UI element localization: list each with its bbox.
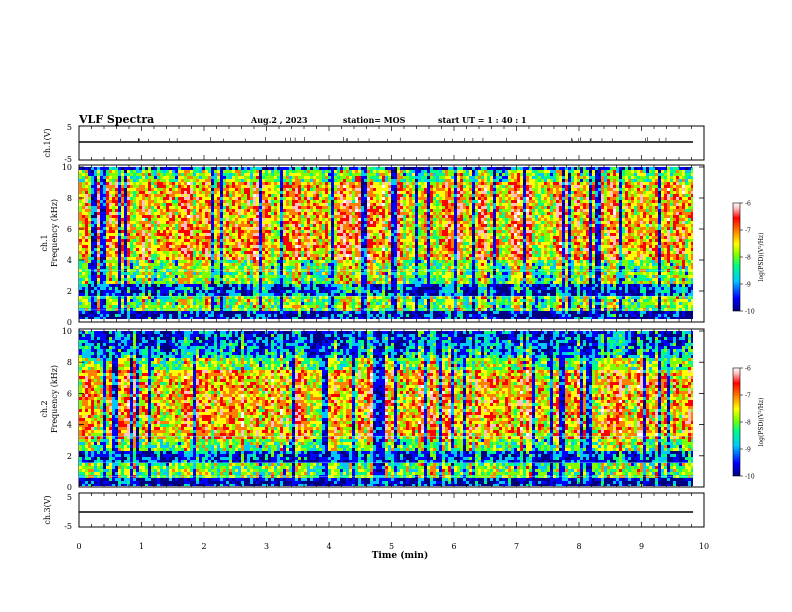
- ch1-waveform-panel: 5 -5 ch.1(V): [43, 123, 705, 164]
- colorbar-tick-label: -8: [745, 255, 751, 262]
- colorbar-tick-label: -7: [745, 228, 751, 235]
- ch1-waveform-spikes: [120, 137, 667, 141]
- ch1-waveform-ylabel: ch.1(V): [43, 128, 52, 157]
- spectrogram-ytick-label: 2: [67, 287, 72, 296]
- time-axis-tick-label: 9: [639, 542, 644, 551]
- ch1-spectrogram-panel: 0 2 4 6 8 10 ch.1 Frequency (kHz): [40, 163, 705, 327]
- colorbar-tick-label: -9: [745, 447, 751, 454]
- ch2-colorbar-scale: [732, 367, 741, 477]
- ch1-spectrogram-ylabel-channel: ch.1: [40, 234, 49, 251]
- figure-title: VLF Spectra: [79, 113, 154, 126]
- colorbar-tick-label: -10: [745, 309, 755, 316]
- ch1-colorbar: -6 -7 -8 -9 -10 log(PSD)(V²/Hz): [732, 201, 765, 316]
- ch1-ytick-bottom: -5: [64, 155, 72, 164]
- time-axis-tick-label: 6: [451, 542, 456, 551]
- ch2-spectrogram-ylabel-channel: ch.2: [40, 400, 49, 417]
- spectrogram-ytick-label: 0: [67, 483, 72, 492]
- spectrogram-ytick-label: 6: [67, 389, 72, 398]
- time-axis-tick-label: 0: [76, 542, 81, 551]
- colorbar-tick-label: -9: [745, 282, 751, 289]
- colorbar-tick-label: -6: [745, 201, 751, 208]
- colorbar-tick-label: -8: [745, 420, 751, 427]
- ch1-colorbar-scale: [732, 202, 741, 312]
- ch1-ytick-top: 5: [67, 123, 72, 132]
- colorbar-label: log(PSD)(V²/Hz): [758, 233, 765, 282]
- time-axis-tick-label: 5: [389, 542, 394, 551]
- spectrogram-ytick-label: 4: [67, 421, 72, 430]
- spectrogram-ytick-label: 10: [62, 163, 72, 172]
- ch1-spectrogram-image: [79, 167, 693, 319]
- start-time-label: start UT = 1 : 40 : 1: [438, 115, 527, 125]
- spectrogram-ytick-label: 10: [62, 327, 72, 336]
- ch1-spectrogram-ylabel-frequency: Frequency (kHz): [50, 199, 59, 267]
- time-axis-tick-label: 2: [201, 542, 206, 551]
- colorbar-tick-label: -7: [745, 393, 751, 400]
- ch3-waveform-frame: [78, 492, 705, 528]
- spectrogram-ytick-label: 0: [67, 318, 72, 327]
- station-label: station= MOS: [343, 115, 405, 125]
- spectrogram-ytick-label: 4: [67, 256, 72, 265]
- colorbar-tick-label: -10: [745, 474, 755, 481]
- time-axis-tick-label: 10: [699, 542, 709, 551]
- colorbar-label: log(PSD)(V²/Hz): [758, 398, 765, 447]
- ch1-spectrogram-yticks: 0 2 4 6 8 10: [62, 163, 704, 327]
- time-axis-tick-label: 7: [514, 542, 519, 551]
- date-label: Aug.2 , 2023: [251, 115, 308, 125]
- time-axis-tick-label: 4: [326, 542, 331, 551]
- time-axis-label: Time (min): [372, 550, 429, 561]
- ch2-spectrogram-panel: 0 2 4 6 8 10 ch.2 Frequency (kHz): [40, 327, 705, 492]
- colorbar-tick-label: -6: [745, 366, 751, 373]
- time-axis-tick-label: 3: [264, 542, 269, 551]
- ch2-spectrogram-ylabel-frequency: Frequency (kHz): [50, 365, 59, 433]
- spectrogram-ytick-label: 6: [67, 225, 72, 234]
- ch2-colorbar: -6 -7 -8 -9 -10 log(PSD)(V²/Hz): [732, 366, 765, 481]
- spectrogram-ytick-label: 2: [67, 452, 72, 461]
- time-axis-tick-label: 8: [576, 542, 581, 551]
- ch1-waveform-frame: [78, 125, 705, 161]
- time-axis: 0 1 2 3 4 5 6 7 8 9 10: [76, 126, 709, 551]
- ch3-ytick-top: 5: [67, 493, 72, 502]
- spectrogram-ytick-label: 8: [67, 194, 72, 203]
- spectrogram-ytick-label: 8: [67, 358, 72, 367]
- ch3-waveform-panel: 5 -5 ch.3(V): [43, 492, 705, 531]
- ch3-waveform-ylabel: ch.3(V): [43, 495, 52, 524]
- ch2-spectrogram-image: [79, 331, 693, 486]
- ch3-ytick-bottom: -5: [64, 522, 72, 531]
- time-axis-tick-label: 1: [139, 542, 144, 551]
- ch2-spectrogram-yticks: 0 2 4 6 8 10: [62, 327, 704, 492]
